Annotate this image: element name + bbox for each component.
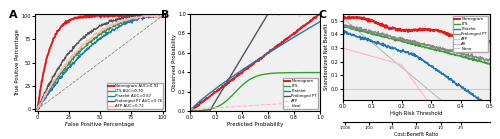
X-axis label: Cost:Benefit Ratio: Cost:Benefit Ratio [394,132,438,137]
Text: A: A [9,10,18,20]
Y-axis label: Standardized Net Benefit: Standardized Net Benefit [324,24,329,90]
Y-axis label: Observed Probability: Observed Probability [172,34,176,91]
X-axis label: High Risk Threshold: High Risk Threshold [390,111,442,116]
Y-axis label: True Positive Percentage: True Positive Percentage [15,29,20,96]
X-axis label: Predicted Probability: Predicted Probability [227,122,283,127]
Legend: Nomogram, LTS, Platelet, Prolonged PT, AFP, Ideal: Nomogram, LTS, Platelet, Prolonged PT, A… [283,78,318,109]
Legend: Nomogram AUC=0.91, LTS AUC=0.70, Platelet AUC=0.67, Prolonged PT AUC=0.76, AFP A: Nomogram AUC=0.91, LTS AUC=0.70, Platele… [106,83,163,109]
X-axis label: False Positive Percentage: False Positive Percentage [66,122,134,127]
Legend: Nomogram, LTS, Platelet, Prolonged PT, AFP, All, None: Nomogram, LTS, Platelet, Prolonged PT, A… [453,16,488,52]
Text: B: B [162,10,170,20]
Text: C: C [319,10,327,20]
